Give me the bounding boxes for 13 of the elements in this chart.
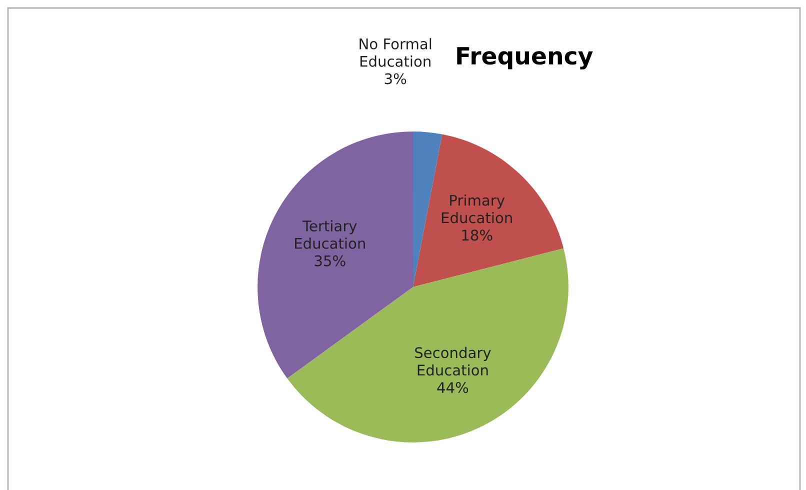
- slice-label: No Formal Education: [360, 38, 432, 67]
- slice-label: Primary Education: [442, 194, 512, 224]
- data-label: 18%: [462, 230, 492, 241]
- pie-slice: [287, 248, 568, 442]
- pie-slice: [413, 134, 564, 287]
- data-label: 44%: [437, 382, 468, 394]
- pie-slice: [413, 132, 442, 287]
- pie-slice: [258, 132, 413, 378]
- data-label: 35%: [314, 255, 346, 266]
- slice-label: Secondary Education: [415, 346, 491, 376]
- chart-title: Frequency: [457, 47, 593, 70]
- data-label: 3%: [384, 73, 406, 84]
- slice-label: Tertiary Education: [295, 220, 365, 249]
